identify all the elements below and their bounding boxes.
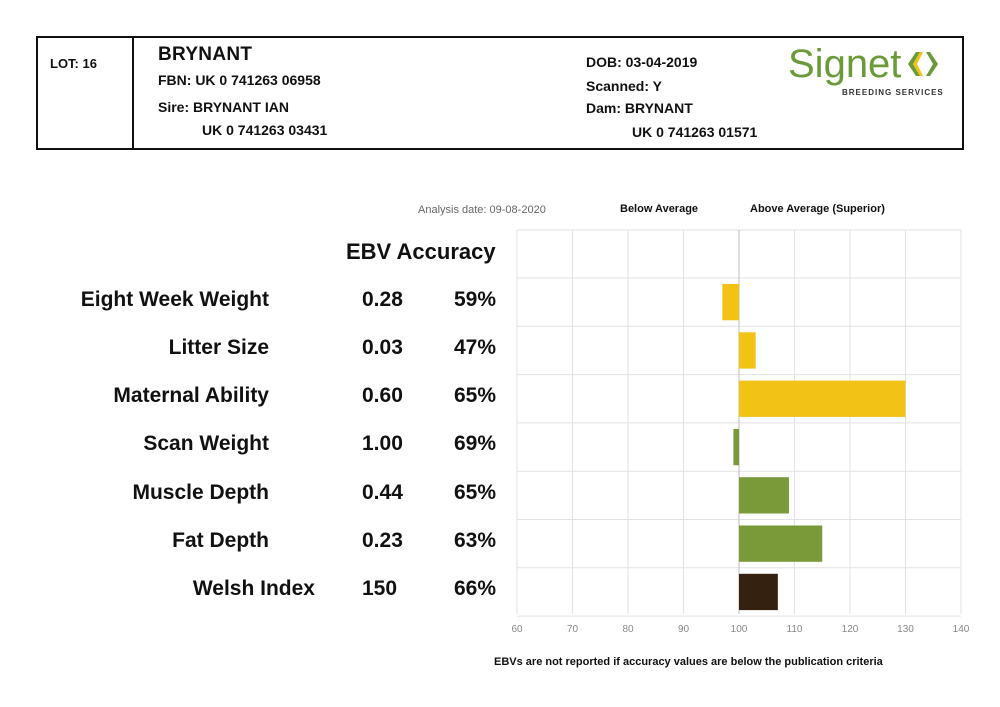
trait-ebv: 0.28 — [362, 288, 403, 311]
trait-name: Scan Weight — [143, 432, 269, 455]
trait-name: Eight Week Weight — [80, 288, 269, 311]
bar — [739, 525, 823, 562]
trait-ebv: 0.60 — [362, 384, 403, 407]
trait-accuracy: 59% — [454, 288, 497, 311]
signet-mark-icon — [908, 52, 938, 76]
fbn: FBN: UK 0 741263 06958 — [158, 72, 321, 88]
trait-row: Eight Week Weight 0.28 59% — [0, 284, 515, 320]
footnote: EBVs are not reported if accuracy values… — [494, 656, 883, 668]
trait-accuracy: 65% — [454, 384, 497, 407]
trait-name: Fat Depth — [172, 529, 269, 552]
trait-ebv: 1.00 — [362, 432, 403, 455]
trait-name: Litter Size — [168, 336, 269, 359]
trait-ebv: 150 — [362, 577, 398, 600]
lot-number: LOT: 16 — [50, 56, 97, 71]
legend-above-average: Above Average (Superior) — [750, 203, 885, 215]
trait-row: Fat Depth 0.23 63% — [0, 525, 515, 561]
logo-subtitle: BREEDING SERVICES — [842, 88, 944, 97]
trait-name: Maternal Ability — [113, 384, 269, 407]
animal-header: LOT: 16 BRYNANT FBN: UK 0 741263 06958 S… — [36, 36, 964, 150]
trait-ebv: 0.44 — [362, 481, 403, 504]
trait-name: Welsh Index — [192, 577, 315, 600]
dob: DOB: 03-04-2019 — [586, 54, 698, 70]
bar — [722, 284, 739, 321]
trait-accuracy: 69% — [454, 432, 497, 455]
trait-ebv: 0.03 — [362, 336, 403, 359]
trait-row: Maternal Ability 0.60 65% — [0, 380, 515, 416]
trait-ebv: 0.23 — [362, 529, 403, 552]
sire: Sire: BRYNANT IAN — [158, 99, 289, 115]
x-tick-label: 90 — [678, 624, 690, 635]
trait-name: Muscle Depth — [132, 481, 269, 504]
x-tick-label: 60 — [511, 624, 523, 635]
x-tick-label: 80 — [622, 624, 634, 635]
trait-row: Welsh Index 150 66% — [0, 573, 515, 609]
dam: Dam: BRYNANT — [586, 100, 693, 116]
bar — [739, 332, 756, 369]
lot-cell: LOT: 16 — [38, 38, 134, 148]
legend-below-average: Below Average — [620, 203, 699, 215]
x-tick-label: 100 — [731, 624, 748, 635]
trait-row: Muscle Depth 0.44 65% — [0, 477, 515, 513]
logo-wordmark: Signet — [788, 42, 902, 86]
x-tick-label: 130 — [897, 624, 914, 635]
trait-row: Litter Size 0.03 47% — [0, 332, 515, 368]
trait-accuracy: 66% — [454, 577, 497, 600]
x-tick-label: 120 — [842, 624, 859, 635]
trait-accuracy: 47% — [454, 336, 497, 359]
trait-accuracy: 63% — [454, 529, 497, 552]
analysis-date: Analysis date: 09-08-2020 — [418, 204, 546, 216]
x-tick-label: 110 — [787, 624, 803, 635]
bar — [733, 428, 739, 466]
bar — [739, 380, 906, 417]
sire-id: UK 0 741263 03431 — [202, 122, 328, 138]
column-heading: EBV Accuracy — [346, 239, 496, 264]
bar — [739, 477, 789, 514]
bar — [739, 573, 778, 611]
signet-logo: Signet BREEDING SERVICES — [788, 42, 958, 112]
animal-name: BRYNANT — [158, 44, 253, 65]
trait-accuracy: 65% — [454, 481, 497, 504]
scanned: Scanned: Y — [586, 78, 662, 94]
x-tick-label: 70 — [567, 624, 579, 635]
x-tick-label: 140 — [953, 624, 970, 635]
dam-id: UK 0 741263 01571 — [632, 124, 758, 140]
trait-row: Scan Weight 1.00 69% — [0, 428, 515, 464]
